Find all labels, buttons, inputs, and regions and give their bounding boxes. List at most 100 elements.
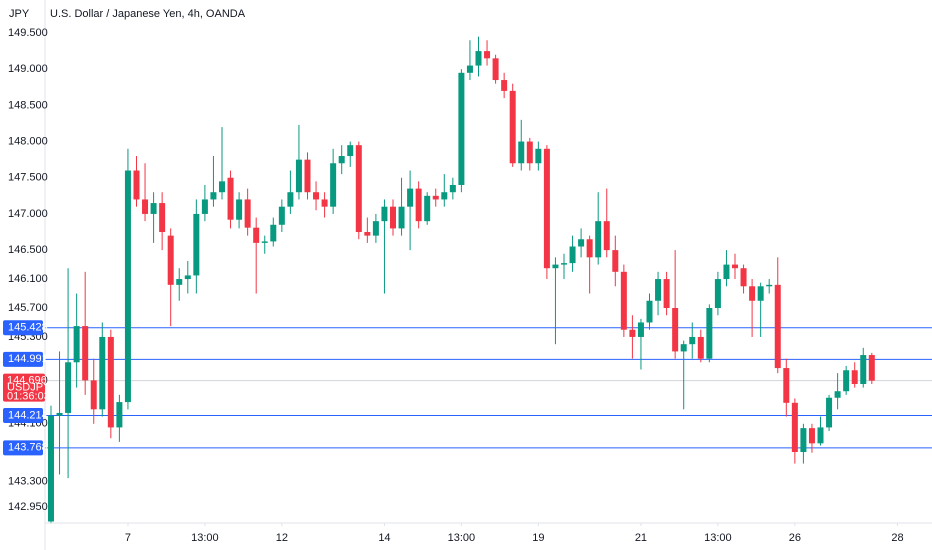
plot-area: [45, 36, 932, 524]
last-price-label: 144.696: [7, 375, 47, 387]
candle-body: [595, 221, 602, 258]
candle-body: [578, 239, 585, 247]
candle-body: [142, 199, 149, 214]
candle-body: [808, 428, 815, 444]
candle-body: [364, 232, 371, 236]
candle-body: [150, 203, 157, 214]
candle-body: [723, 264, 730, 280]
candle-body: [124, 170, 131, 403]
axis-labels: 145.428 144.991 144.214 143.768 144.696USDJP…: [3, 320, 51, 456]
hline-label: 144.991: [8, 353, 48, 365]
symbol-label: USDJPY: [7, 382, 51, 394]
hline-label-bg: [3, 408, 43, 424]
candle-body: [680, 344, 687, 352]
candle-body: [518, 141, 525, 164]
candle-body: [543, 148, 550, 269]
x-tick-label: 13:00: [191, 532, 219, 544]
hline-label: 143.768: [8, 442, 48, 454]
candle-body: [501, 80, 508, 91]
candle-body: [749, 286, 756, 301]
x-tick-label: 13:00: [704, 532, 732, 544]
candle-body: [466, 65, 473, 73]
candle-body: [210, 192, 217, 200]
candle-body: [834, 391, 841, 398]
y-tick-label: 147.000: [8, 208, 48, 220]
candle-body: [586, 239, 593, 258]
x-tick-label: 7: [125, 532, 131, 544]
candle-body: [73, 326, 80, 363]
candle-body: [672, 308, 679, 352]
candle-body: [475, 51, 482, 66]
candle-body: [116, 402, 123, 428]
candle-body: [629, 329, 636, 337]
candle-body: [347, 145, 354, 157]
y-tick-label: 142.950: [8, 501, 48, 513]
y-tick-label: 148.000: [8, 135, 48, 147]
candle-body: [82, 326, 89, 381]
x-tick-label: 19: [532, 532, 544, 544]
candle-body: [407, 188, 414, 207]
candle-body: [398, 206, 405, 229]
candle-body: [826, 397, 833, 428]
candle-body: [714, 279, 721, 309]
candle-body: [868, 355, 875, 381]
candle-body: [201, 199, 208, 214]
candle-body: [133, 170, 140, 200]
candle-body: [261, 241, 268, 243]
candle-body: [800, 428, 807, 453]
candle-body: [697, 336, 704, 359]
candle-body: [389, 206, 396, 229]
price-axis: JPY 149.500 149.000 148.500 148.000 147.500 1…: [0, 0, 48, 550]
y-tick-label: 145.700: [8, 302, 48, 314]
candle-body: [424, 195, 431, 222]
currency-label: JPY: [9, 8, 30, 20]
candle-body: [65, 362, 72, 413]
last-price-label-bg: [3, 373, 45, 402]
candle-body: [90, 380, 97, 410]
x-tick-label: 26: [789, 532, 801, 544]
candle-body: [706, 308, 713, 359]
candle-body: [321, 199, 328, 207]
candle-body: [603, 221, 610, 251]
candle-body: [783, 368, 790, 403]
candle-body: [167, 235, 174, 285]
candle-body: [458, 72, 465, 185]
candle-body: [56, 412, 63, 416]
candle-body: [244, 199, 251, 228]
y-tick-label: 148.500: [8, 99, 48, 111]
candle-body: [313, 192, 320, 200]
candle-body: [415, 188, 422, 222]
x-tick-label: 13:00: [448, 532, 476, 544]
candle-body: [295, 159, 302, 193]
hline-label: 145.428: [8, 322, 48, 334]
candle-body: [449, 184, 456, 193]
candle-body: [766, 284, 773, 287]
hline-label: 144.214: [8, 409, 48, 421]
candle-body: [176, 279, 183, 285]
candle-body: [552, 264, 559, 269]
y-tick-label: 146.500: [8, 244, 48, 256]
candle-body: [774, 284, 781, 369]
chart-title: U.S. Dollar / Japanese Yen, 4h, OANDA: [50, 8, 246, 20]
candle-body: [732, 264, 739, 269]
candle-body: [509, 90, 516, 164]
y-tick-label: 143.300: [8, 476, 48, 488]
candle-body: [47, 415, 54, 522]
y-tick-label: 147.500: [8, 172, 48, 184]
candle-body: [287, 192, 294, 207]
candle-body: [620, 271, 627, 330]
candle-body: [689, 336, 696, 345]
candle-body: [851, 370, 858, 384]
candle-body: [372, 221, 379, 236]
candle-body: [484, 51, 491, 59]
y-tick-label: 149.500: [8, 27, 48, 39]
hline-label-bg: [3, 440, 43, 456]
candle-body: [218, 181, 225, 193]
candle-body: [330, 163, 337, 207]
candle-body: [663, 279, 670, 309]
y-tick-label: 149.000: [8, 63, 48, 75]
x-tick-label: 28: [891, 532, 903, 544]
countdown-label: 01:36:03: [7, 391, 50, 403]
hline-label-bg: [3, 351, 43, 367]
